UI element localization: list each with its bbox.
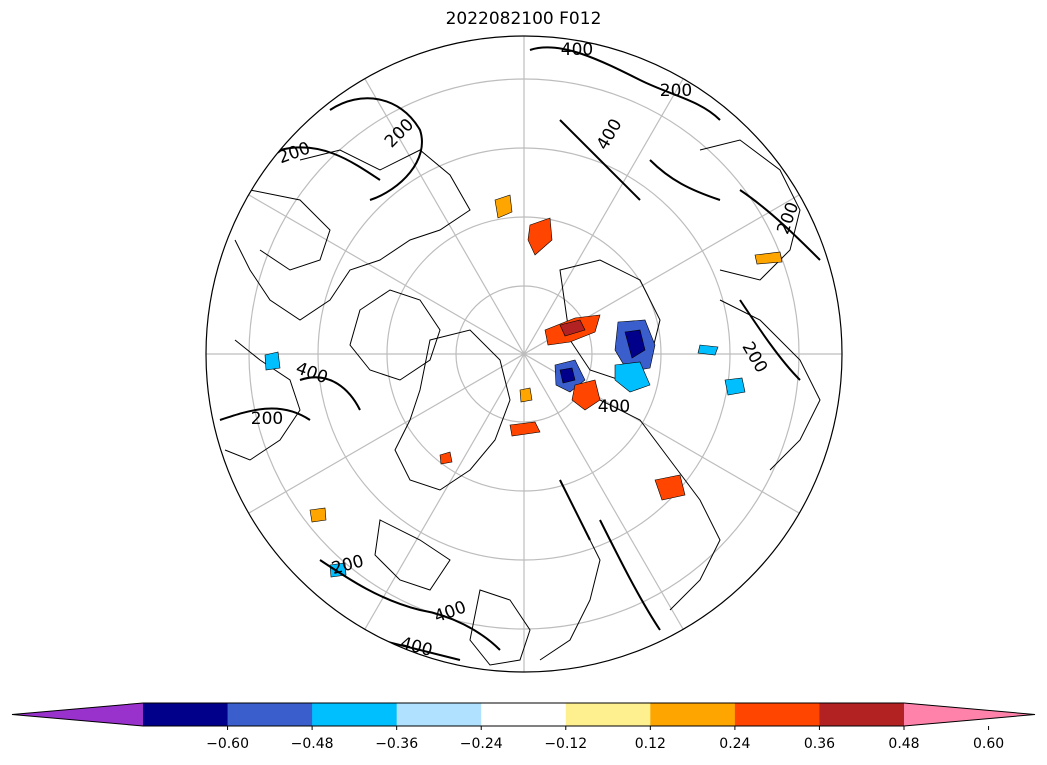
contour-label: 400 (593, 115, 627, 153)
colorbar-swatch (565, 703, 651, 726)
contour-labels: 400 400 200 200 200 400 200 200 200 400 … (251, 40, 803, 661)
colorbar-swatch (143, 703, 229, 726)
colorbar-swatch (819, 703, 905, 726)
colorbar-tick-label: 0.48 (888, 736, 920, 752)
colorbar-swatch (650, 703, 736, 726)
graticule (206, 36, 842, 672)
map-content (206, 36, 842, 672)
colorbar-extend-high (904, 703, 1035, 726)
colorbar-swatch (396, 703, 482, 726)
coastlines (224, 139, 821, 666)
contour-label: 200 (773, 200, 803, 237)
height-contours (219, 46, 821, 661)
contour-label: 400 (598, 397, 630, 417)
colorbar-tick-label: −0.24 (459, 736, 503, 752)
contour-label: 200 (738, 338, 772, 376)
map-title: 2022082100 F012 (445, 9, 602, 29)
colorbar-tick-label: −0.60 (206, 736, 249, 752)
colorbar-tick-label: 0.60 (972, 736, 1005, 752)
colorbar-swatch (481, 703, 567, 726)
colorbar-swatch (312, 703, 398, 726)
colorbar-swatch (227, 703, 313, 726)
colorbar-tick-label: −0.36 (375, 736, 419, 752)
colorbar-extend-low (12, 703, 143, 726)
contour-label: 400 (398, 633, 435, 661)
colorbar (11, 702, 1036, 730)
contour-label: 200 (251, 409, 283, 429)
contour-label: 400 (561, 40, 593, 60)
contour-label: 400 (293, 358, 330, 388)
map-boundary (205, 35, 843, 673)
contour-label: 200 (660, 81, 692, 101)
colorbar-tick-label: 0.24 (719, 736, 751, 752)
colorbar-outline (11, 702, 1036, 727)
colorbar-tick-label: 0.36 (803, 736, 836, 752)
colorbar-swatch (734, 703, 820, 726)
colorbar-tick-label: −0.48 (290, 736, 334, 752)
colorbar-tick-label: 0.12 (634, 736, 666, 752)
contour-label: 200 (276, 138, 313, 168)
colorbar-tick-label: −0.12 (544, 736, 588, 752)
